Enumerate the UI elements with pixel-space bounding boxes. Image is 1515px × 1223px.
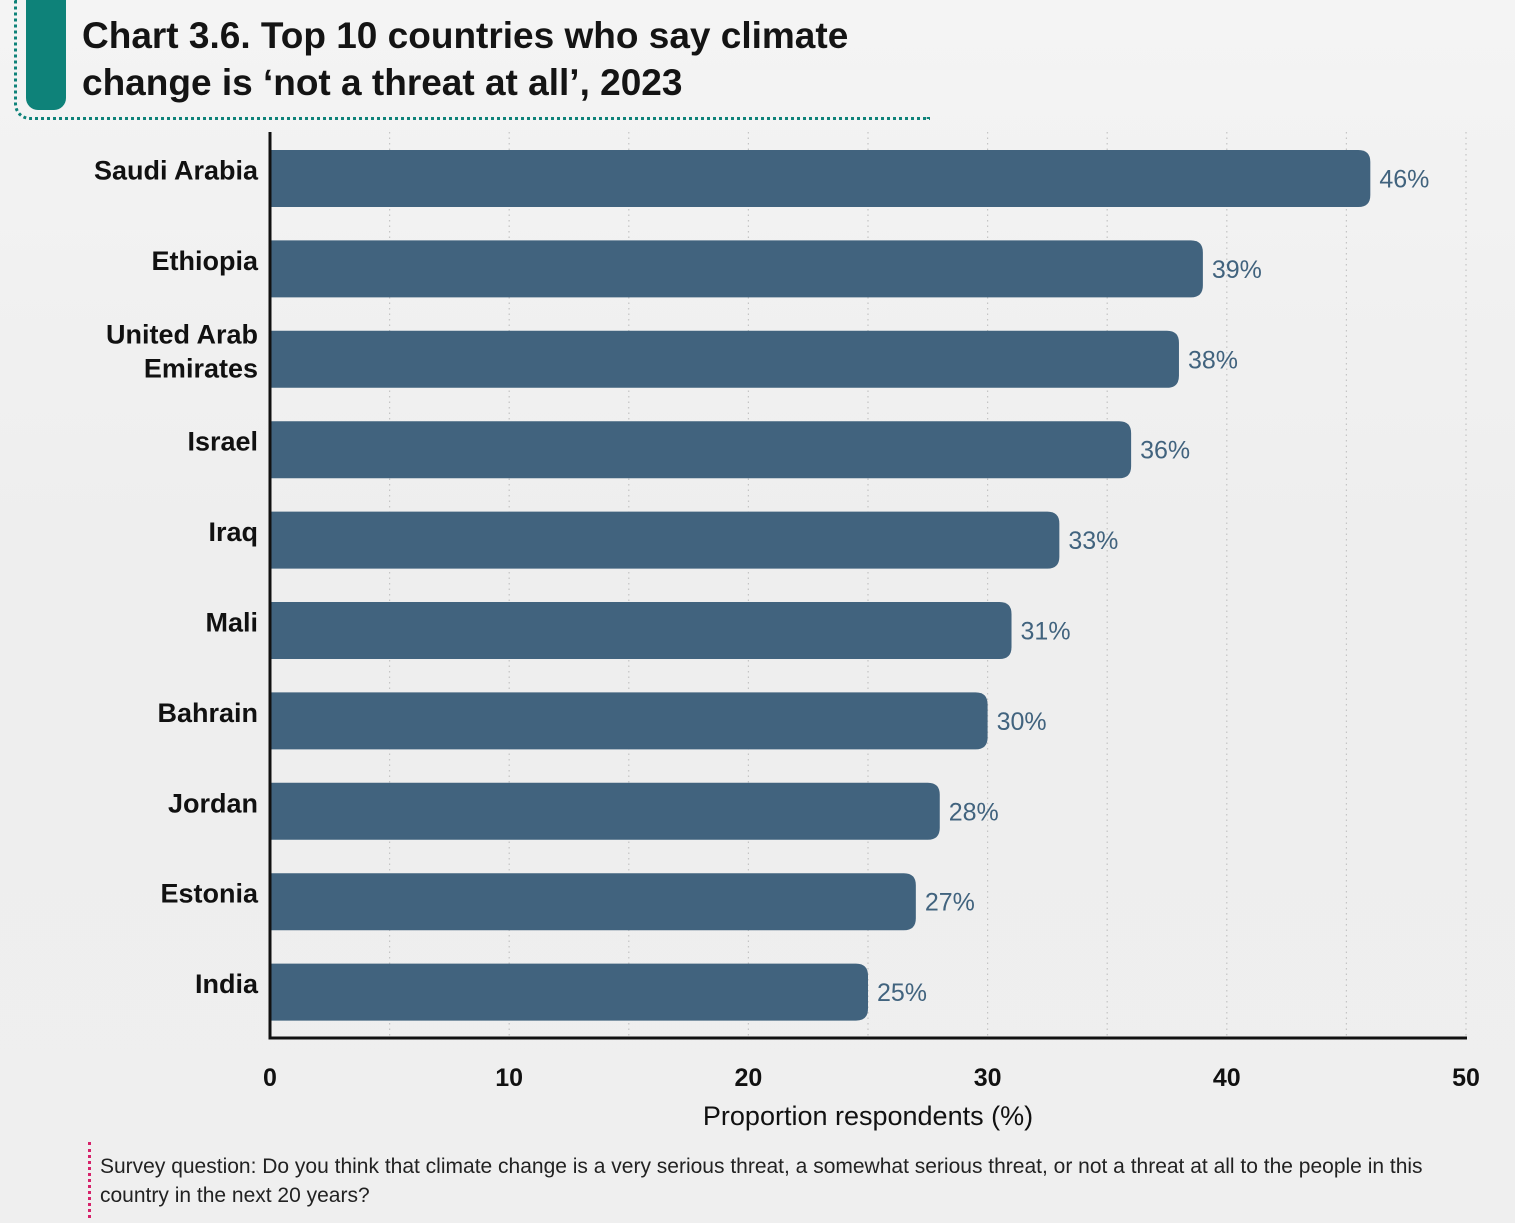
bar	[270, 240, 1203, 298]
bar	[270, 782, 940, 840]
category-label: United Arab	[106, 319, 258, 349]
bar-value-label: 27%	[925, 889, 975, 917]
bar	[270, 602, 1012, 659]
x-tick-label: 20	[734, 1064, 762, 1092]
bar-value-label: 25%	[877, 979, 927, 1007]
bar	[270, 511, 1060, 569]
bar-value-label: 39%	[1212, 256, 1262, 284]
x-tick-label: 50	[1452, 1064, 1480, 1092]
x-tick-label: 0	[263, 1064, 277, 1092]
x-tick-label: 10	[495, 1064, 523, 1092]
bar-value-label: 33%	[1068, 527, 1118, 555]
bar	[270, 873, 916, 931]
category-label: Iraq	[208, 517, 258, 547]
category-label: Saudi Arabia	[94, 156, 259, 186]
footnote-dotted-rule	[88, 1142, 91, 1218]
category-label: Mali	[205, 608, 258, 638]
bar-value-label: 31%	[1021, 618, 1071, 646]
x-axis-title: Proportion respondents (%)	[703, 1101, 1033, 1131]
category-label: Estonia	[160, 879, 259, 909]
bar-value-label: 30%	[997, 708, 1047, 736]
bar	[270, 421, 1132, 479]
bar	[270, 963, 868, 1021]
category-label: Jordan	[168, 788, 258, 818]
survey-question-footnote: Survey question: Do you think that clima…	[100, 1155, 1423, 1207]
x-tick-label: 30	[974, 1064, 1002, 1092]
bar	[270, 692, 988, 750]
bar-value-label: 36%	[1140, 437, 1190, 465]
bar-value-label: 28%	[949, 798, 999, 826]
chart-title: Chart 3.6. Top 10 countries who say clim…	[82, 15, 849, 103]
bar-value-label: 38%	[1188, 346, 1238, 374]
category-label: Bahrain	[157, 698, 258, 728]
title-accent-tab	[26, 0, 66, 110]
x-tick-label: 40	[1213, 1064, 1241, 1092]
category-label: Israel	[187, 427, 258, 457]
bar-chart: 46% Saudi Arabia 39% Ethiopia 38% United Arab…	[94, 132, 1480, 1131]
bar-value-label: 46%	[1379, 166, 1429, 194]
category-label: Ethiopia	[152, 246, 259, 276]
title-dotted-frame	[14, 0, 930, 120]
category-label: Emirates	[144, 353, 258, 383]
category-label: India	[195, 969, 259, 999]
bar	[270, 330, 1179, 388]
bar	[270, 150, 1371, 207]
